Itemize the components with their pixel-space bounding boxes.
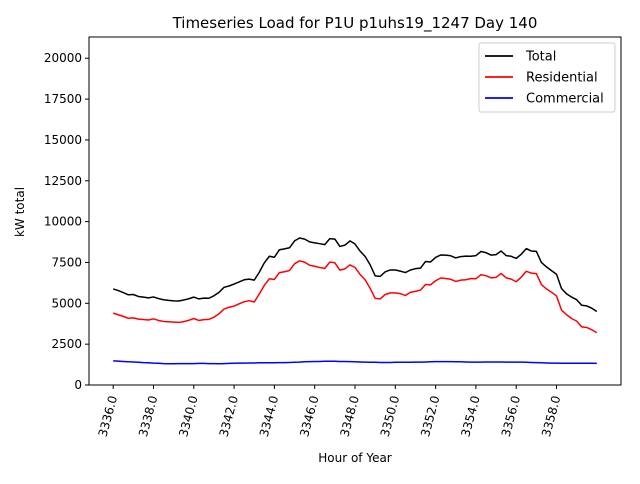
y-tick-label: 20000 bbox=[44, 51, 82, 65]
y-tick-label: 17500 bbox=[44, 92, 82, 106]
chart-title: Timeseries Load for P1U p1uhs19_1247 Day… bbox=[172, 14, 538, 33]
x-tick-label: 3356.0 bbox=[499, 394, 523, 438]
series-line-commercial bbox=[113, 360, 597, 365]
x-axis-ticks: 3336.0 3338.0 3340.0 3342.0 3344.0 3346.0 3348… bbox=[96, 385, 563, 438]
legend-label-total: Total bbox=[525, 50, 556, 65]
x-tick-label: 3338.0 bbox=[136, 394, 160, 438]
y-tick-label: 2500 bbox=[51, 337, 82, 351]
y-tick-label: 5000 bbox=[51, 296, 82, 310]
y-axis-label: kW total bbox=[13, 187, 27, 237]
y-tick-label: 15000 bbox=[44, 133, 82, 147]
y-tick-label: 0 bbox=[74, 378, 82, 392]
y-tick-label: 7500 bbox=[51, 255, 82, 269]
x-tick-label: 3346.0 bbox=[297, 394, 321, 438]
legend: Total Residential Commercial bbox=[478, 42, 616, 113]
x-tick-label: 3344.0 bbox=[257, 394, 281, 438]
series-line-residential bbox=[112, 260, 598, 334]
x-tick-label: 3354.0 bbox=[458, 394, 482, 438]
y-axis-ticks: 0 2500 5000 7500 10000 12500 15000 17500 20000 bbox=[44, 51, 89, 392]
legend-label-commercial: Commercial bbox=[526, 92, 604, 107]
x-tick-label: 3340.0 bbox=[176, 394, 200, 438]
y-tick-label: 10000 bbox=[44, 215, 82, 229]
legend-box bbox=[478, 42, 616, 113]
x-tick-label: 3348.0 bbox=[338, 394, 362, 438]
x-tick-label: 3342.0 bbox=[217, 394, 241, 438]
legend-label-residential: Residential bbox=[526, 71, 598, 86]
series-line-total bbox=[112, 237, 598, 313]
x-tick-label: 3352.0 bbox=[418, 394, 442, 438]
x-tick-label: 3358.0 bbox=[539, 394, 563, 438]
x-tick-label: 3350.0 bbox=[378, 394, 402, 438]
y-tick-label: 12500 bbox=[44, 174, 82, 188]
series-layer bbox=[112, 237, 598, 365]
x-tick-label: 3336.0 bbox=[96, 394, 120, 438]
x-axis-label: Hour of Year bbox=[318, 451, 392, 465]
